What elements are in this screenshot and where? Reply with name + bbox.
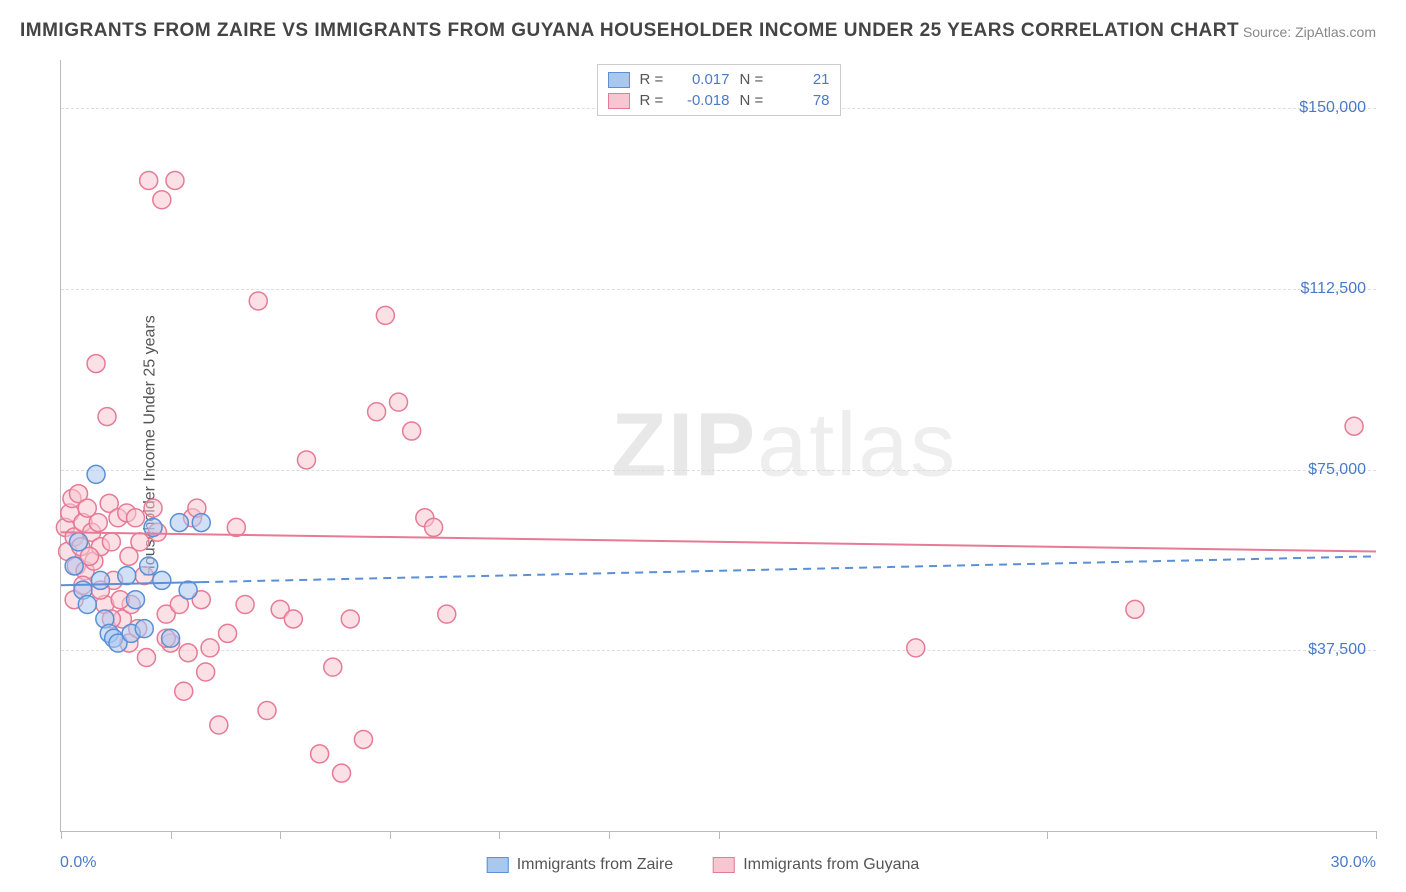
data-point: [324, 658, 342, 676]
legend-r-label: R =: [640, 92, 670, 109]
source-label: Source: ZipAtlas.com: [1243, 24, 1376, 40]
data-point: [87, 355, 105, 373]
swatch-zaire: [608, 72, 630, 88]
legend-n-value-guyana: 78: [780, 92, 830, 109]
data-point: [219, 624, 237, 642]
data-point: [197, 663, 215, 681]
trend-line-zaire-dashed: [201, 556, 1376, 582]
data-point: [118, 567, 136, 585]
plot-area: ZIPatlas $37,500$75,000$112,500$150,000 …: [60, 60, 1376, 832]
data-point: [1126, 600, 1144, 618]
x-min-label: 0.0%: [60, 854, 96, 872]
data-point: [144, 499, 162, 517]
correlation-legend: R = 0.017 N = 21 R = -0.018 N = 78: [597, 64, 841, 116]
swatch-zaire: [487, 857, 509, 873]
data-point: [210, 716, 228, 734]
legend-n-label: N =: [740, 92, 770, 109]
data-point: [368, 403, 386, 421]
data-point: [341, 610, 359, 628]
legend-r-value-zaire: 0.017: [680, 71, 730, 88]
legend-row-zaire: R = 0.017 N = 21: [608, 69, 830, 90]
data-point: [166, 171, 184, 189]
data-point: [131, 533, 149, 551]
data-point: [236, 596, 254, 614]
data-point: [65, 557, 83, 575]
legend-r-label: R =: [640, 71, 670, 88]
data-point: [249, 292, 267, 310]
data-point: [425, 518, 443, 536]
swatch-guyana: [608, 93, 630, 109]
legend-n-value-zaire: 21: [780, 71, 830, 88]
data-point: [175, 682, 193, 700]
data-point: [78, 596, 96, 614]
legend-label-guyana: Immigrants from Guyana: [743, 856, 919, 874]
series-legend: Immigrants from Zaire Immigrants from Gu…: [487, 856, 920, 874]
legend-row-guyana: R = -0.018 N = 78: [608, 90, 830, 111]
data-point: [438, 605, 456, 623]
data-point: [258, 702, 276, 720]
data-point: [102, 533, 120, 551]
data-point: [127, 509, 145, 527]
data-point: [1345, 417, 1363, 435]
data-point: [70, 533, 88, 551]
legend-item-zaire: Immigrants from Zaire: [487, 856, 673, 874]
data-point: [333, 764, 351, 782]
data-point: [135, 620, 153, 638]
chart-title: IMMIGRANTS FROM ZAIRE VS IMMIGRANTS FROM…: [20, 20, 1239, 42]
data-point: [179, 644, 197, 662]
data-point: [297, 451, 315, 469]
data-point: [137, 649, 155, 667]
data-point: [140, 171, 158, 189]
data-point: [153, 571, 171, 589]
data-point: [192, 514, 210, 532]
data-point: [201, 639, 219, 657]
data-point: [162, 629, 180, 647]
data-point: [153, 191, 171, 209]
scatter-svg: [61, 60, 1376, 831]
swatch-guyana: [713, 857, 735, 873]
data-point: [87, 465, 105, 483]
data-point: [354, 730, 372, 748]
data-point: [89, 514, 107, 532]
x-max-label: 30.0%: [1331, 854, 1376, 872]
trend-line-guyana: [61, 532, 1376, 551]
data-point: [179, 581, 197, 599]
data-point: [376, 306, 394, 324]
data-point: [907, 639, 925, 657]
data-point: [98, 408, 116, 426]
legend-label-zaire: Immigrants from Zaire: [517, 856, 673, 874]
data-point: [127, 591, 145, 609]
data-point: [284, 610, 302, 628]
data-point: [403, 422, 421, 440]
data-point: [390, 393, 408, 411]
data-point: [170, 514, 188, 532]
data-point: [91, 571, 109, 589]
data-point: [311, 745, 329, 763]
legend-n-label: N =: [740, 71, 770, 88]
legend-item-guyana: Immigrants from Guyana: [713, 856, 919, 874]
data-point: [140, 557, 158, 575]
legend-r-value-guyana: -0.018: [680, 92, 730, 109]
